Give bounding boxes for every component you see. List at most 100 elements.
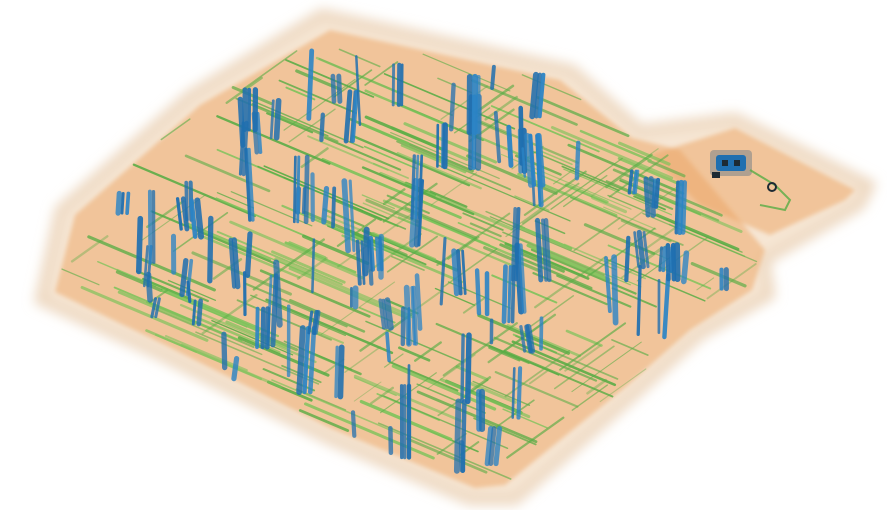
green-strand — [556, 274, 632, 308]
blue-pillar — [269, 99, 275, 140]
blue-pillar — [658, 246, 664, 272]
blue-pillar — [334, 345, 339, 399]
green-strand — [364, 89, 455, 130]
blue-pillar — [336, 73, 343, 104]
green-cross-strand — [573, 217, 621, 252]
green-cross-strand — [506, 416, 565, 459]
green-strand — [534, 220, 566, 235]
blue-pillar — [143, 245, 149, 288]
green-strand — [611, 287, 657, 308]
blue-pillar — [534, 72, 543, 119]
green-strand — [97, 261, 157, 287]
green-strand — [132, 163, 257, 218]
blue-pillar — [403, 284, 412, 347]
tab-connector — [712, 172, 720, 178]
green-strand — [304, 402, 435, 460]
green-strand — [351, 134, 471, 187]
blue-pillar — [680, 250, 690, 285]
blue-pillar — [414, 154, 420, 220]
strand-layer — [61, 48, 758, 480]
green-cross-strand — [414, 341, 442, 362]
green-cross-strand — [241, 50, 298, 91]
blue-pillar — [189, 198, 198, 239]
blue-pillar — [410, 154, 416, 220]
blue-pillar — [519, 325, 527, 353]
blue-pillar — [670, 242, 677, 282]
blue-pillar — [541, 218, 548, 282]
green-strand — [396, 140, 512, 191]
green-cross-strand — [252, 238, 325, 291]
green-strand — [229, 220, 365, 280]
green-strand — [405, 437, 488, 474]
green-strand — [488, 344, 560, 376]
green-cross-strand — [382, 188, 406, 206]
green-strand — [250, 294, 346, 336]
blue-pillar — [484, 426, 494, 467]
blue-pillar — [604, 256, 612, 314]
blue-pillar — [196, 298, 203, 327]
blue-pillar — [244, 231, 253, 278]
blue-pillar — [465, 332, 472, 405]
green-strand — [398, 346, 431, 362]
blue-pillar — [636, 264, 642, 336]
green-cross-strand — [336, 218, 377, 247]
blue-pillar — [244, 147, 252, 222]
blue-pillar — [439, 236, 447, 306]
blue-pillar — [418, 154, 424, 220]
green-strand — [353, 377, 397, 396]
green-strand — [416, 383, 486, 414]
blue-pillar — [319, 112, 325, 143]
blue-pillar — [306, 48, 315, 121]
green-strand — [396, 151, 482, 190]
blue-pillar — [518, 105, 525, 166]
blue-pillar — [194, 197, 204, 240]
blue-pillar — [460, 399, 467, 474]
green-cross-strand — [430, 172, 478, 206]
green-strand — [499, 243, 565, 273]
green-strand — [364, 115, 445, 152]
blue-pillar — [633, 231, 640, 268]
blue-pillar — [535, 217, 544, 283]
green-strand — [512, 254, 593, 290]
green-strand — [80, 285, 209, 342]
green-cross-strand — [550, 157, 623, 210]
green-cross-strand — [364, 61, 399, 86]
green-strand — [271, 250, 346, 284]
green-strand — [289, 298, 366, 333]
blue-pillar — [643, 176, 651, 218]
green-strand — [565, 329, 603, 347]
tab-chip-pin — [722, 160, 728, 166]
blue-pillar — [296, 325, 306, 395]
green-cross-strand — [344, 346, 382, 373]
green-cross-strand — [505, 208, 545, 238]
green-cross-strand — [696, 277, 715, 291]
green-cross-strand — [436, 432, 467, 455]
blue-pillar — [360, 240, 366, 286]
green-strand — [429, 190, 468, 208]
blue-pillar — [125, 191, 131, 215]
base-tab — [650, 128, 855, 235]
green-strand — [536, 96, 630, 138]
green-strand — [244, 282, 348, 328]
green-cross-strand — [382, 182, 438, 223]
green-strand — [113, 286, 243, 342]
blue-pillar — [186, 280, 192, 303]
blue-pillar — [362, 226, 370, 277]
blue-pillar — [145, 271, 153, 303]
green-cross-strand — [495, 399, 535, 428]
blue-pillar — [350, 410, 357, 438]
blue-pillar — [632, 169, 638, 195]
blue-pillar — [388, 425, 394, 456]
green-cross-strand — [443, 248, 498, 288]
blue-pillar — [529, 71, 539, 120]
blue-pillar — [264, 306, 271, 350]
green-strand — [603, 206, 657, 230]
blue-pillar — [414, 273, 423, 331]
blue-pillar — [150, 297, 158, 319]
green-cross-strand — [528, 369, 550, 385]
blue-pillar — [642, 231, 650, 269]
green-cross-strand — [201, 293, 258, 335]
green-strand — [570, 196, 684, 246]
green-strand — [462, 212, 504, 231]
green-cross-strand — [470, 376, 492, 392]
